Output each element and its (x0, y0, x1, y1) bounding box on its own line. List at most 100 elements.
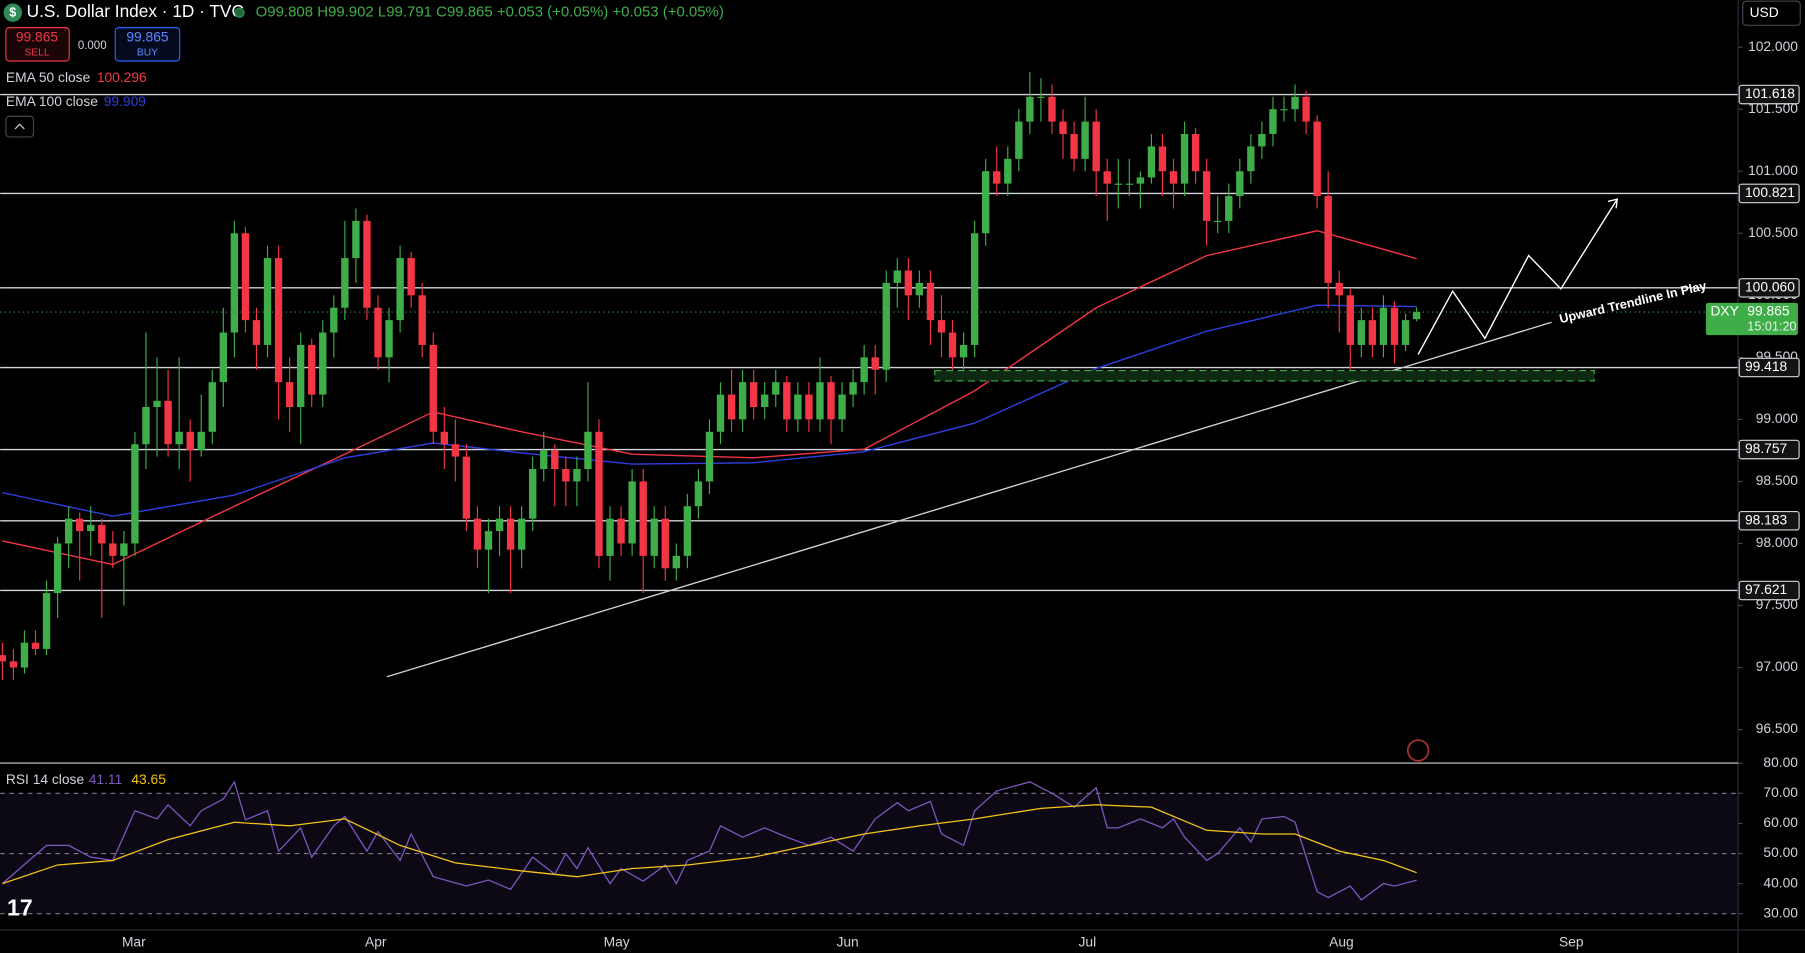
y-tick-label: 101.000 (1748, 162, 1798, 178)
y-tick-label: 80.00 (1763, 754, 1798, 770)
candle-body (937, 320, 946, 333)
sell-button[interactable] (5, 27, 70, 62)
level-label: 97.621 (1745, 581, 1787, 597)
y-tick-label: 97.000 (1756, 658, 1799, 674)
candle-body (1048, 96, 1056, 122)
level-tag (1738, 183, 1800, 204)
candle-body (882, 282, 890, 370)
candle-body (1401, 320, 1410, 345)
candle-body (849, 382, 857, 395)
x-tick-label: Sep (1559, 933, 1584, 949)
candle-body (1324, 196, 1332, 283)
candle-body (1258, 134, 1266, 147)
candle-body (517, 518, 526, 550)
candle-body (64, 518, 73, 544)
last-price-name: DXY (1710, 303, 1738, 319)
candle-body (705, 431, 714, 482)
candle-body (1291, 96, 1299, 110)
candle-body (871, 357, 879, 370)
candle-body (584, 431, 592, 470)
candle-body (959, 344, 968, 358)
candle-body (274, 258, 283, 383)
x-tick-label: Jul (1079, 933, 1097, 949)
candle-body (617, 518, 625, 544)
candle-body (9, 661, 18, 668)
candle-body (595, 431, 603, 556)
ema50-legend: EMA 50 close (6, 69, 91, 85)
candle-body (308, 344, 316, 395)
candle-body (926, 282, 935, 321)
buy-button[interactable] (114, 27, 181, 62)
candle-body (252, 320, 261, 345)
buy-label: BUY (137, 48, 158, 59)
candle-body (529, 469, 537, 519)
c-label: C (436, 4, 447, 21)
candle-body (915, 282, 924, 296)
candle-body (838, 394, 846, 420)
projection-path (1417, 198, 1618, 355)
buy-price: 99.865 (126, 29, 169, 45)
candle-body (396, 258, 404, 321)
candle-body (241, 233, 250, 321)
level-tag (1738, 439, 1800, 460)
candle-body (1368, 320, 1377, 345)
candle-body (285, 382, 294, 407)
candle-body (230, 233, 239, 333)
y-tick-label: 60.00 (1763, 814, 1798, 830)
ohlc: O99.808 H99.902 L99.791 C99.865 +0.053 (… (256, 4, 724, 21)
logo: 17 (7, 894, 33, 920)
candle-body (1169, 171, 1178, 184)
candle-body (87, 524, 95, 532)
currency-button[interactable] (1742, 0, 1801, 26)
level-tag (1738, 278, 1800, 298)
spread: 0.000 (78, 40, 107, 52)
candle-body (1037, 96, 1045, 98)
candle-body (1357, 320, 1366, 345)
ema100-value: 99.909 (104, 93, 147, 109)
candle-body (606, 518, 614, 556)
y-tick-label: 40.00 (1763, 874, 1798, 890)
collapse-button[interactable] (5, 115, 35, 138)
event-icon[interactable] (1406, 739, 1430, 762)
candle-body (982, 171, 990, 234)
candle-body (385, 320, 393, 358)
back-layer (0, 93, 1739, 915)
h-label: H (317, 4, 328, 21)
candle-body (120, 543, 128, 556)
candle-body (1114, 183, 1122, 185)
c-value: 99.865 (447, 4, 493, 21)
candle-body (219, 332, 228, 383)
candle-body (429, 344, 437, 432)
candle-body (827, 382, 835, 420)
ema100-legend: EMA 100 close (6, 93, 98, 109)
candle-body (506, 518, 515, 550)
h-value: 99.902 (328, 4, 374, 21)
tags-layer: 101.618 100.821 100.060 99.418 98.757 98.183 9… (1705, 84, 1800, 601)
candle-body (993, 171, 1001, 184)
ema-line (2, 230, 1417, 566)
candle-body (661, 518, 669, 569)
sell-label: SELL (24, 48, 50, 59)
rsi-line (2, 804, 1417, 885)
candle-body (20, 642, 29, 668)
candle-body (440, 431, 448, 445)
candle-body (1125, 183, 1134, 185)
candle-body (1280, 109, 1288, 111)
candle-body (1269, 109, 1277, 135)
candle-body (153, 400, 161, 407)
candle-body (363, 220, 371, 308)
candle-body (628, 481, 636, 544)
rsi-ma-value: 43.65 (131, 771, 166, 787)
candle-body (495, 518, 504, 532)
x-tick-label: Apr (365, 933, 387, 949)
marks-layer (0, 71, 1421, 901)
candle-body (551, 450, 559, 470)
candle-body (76, 518, 84, 532)
candle-body (1225, 196, 1233, 221)
candle-body (716, 394, 725, 432)
candle-body (694, 481, 703, 507)
candle-body (1390, 307, 1399, 345)
candle-body (462, 456, 471, 519)
rsi-value: 41.11 (89, 771, 123, 787)
